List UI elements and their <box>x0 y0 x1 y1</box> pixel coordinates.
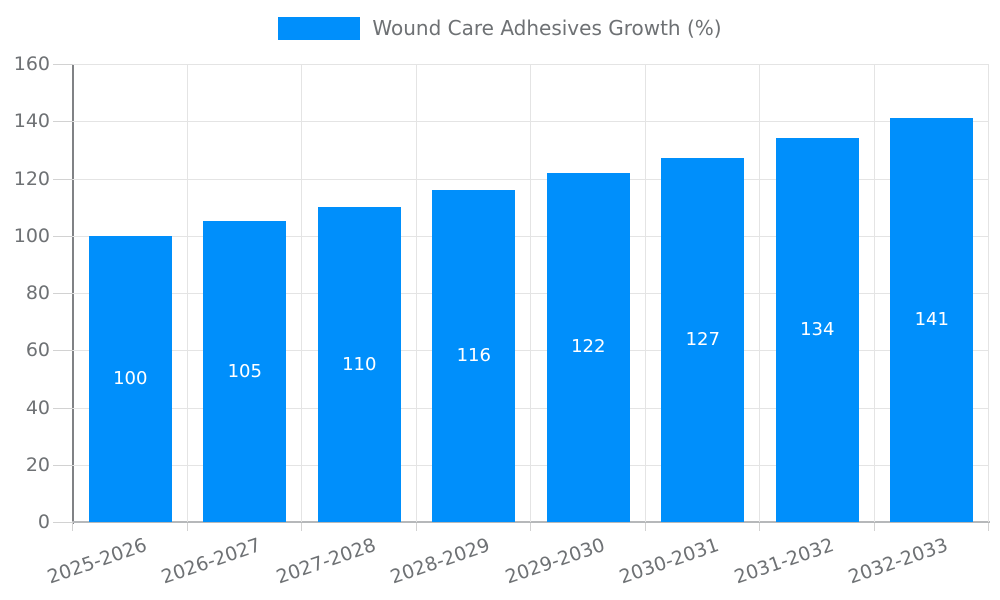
x-axis-tick <box>186 523 188 531</box>
x-axis-tick <box>759 523 760 531</box>
h-gridline <box>73 178 989 180</box>
bar-value-label: 105 <box>227 360 262 382</box>
v-gridline <box>759 64 760 522</box>
bar-value-label: 134 <box>800 319 835 341</box>
legend-item[interactable]: Wound Care Adhesives Growth (%) <box>0 17 1000 40</box>
y-axis-label: 60 <box>25 339 50 362</box>
v-gridline <box>415 64 417 522</box>
bar-value-label: 100 <box>113 367 148 389</box>
x-axis-label: 2032-2033 <box>845 534 951 589</box>
bar-value-label: 127 <box>685 329 720 351</box>
y-axis-tick <box>53 407 73 409</box>
y-axis-tick <box>53 293 73 294</box>
y-axis-line <box>72 64 74 524</box>
legend-label: Wound Care Adhesives Growth (%) <box>372 16 722 40</box>
h-gridline <box>73 64 989 65</box>
v-gridline <box>873 64 875 522</box>
y-axis-label: 20 <box>25 453 50 476</box>
bar-value-label: 141 <box>914 309 949 331</box>
y-axis-label: 160 <box>13 53 50 75</box>
plot-area: 100 105 110 116 122 127 134 141 <box>73 64 989 522</box>
x-axis-label: 2028-2029 <box>387 534 493 589</box>
bar-2025-2026[interactable] <box>88 235 172 522</box>
y-axis-tick <box>53 64 73 65</box>
y-axis-label: 0 <box>37 511 50 533</box>
bar-value-label: 110 <box>342 353 377 375</box>
x-axis-line <box>72 521 990 523</box>
bar-2031-2032[interactable] <box>775 138 859 522</box>
y-axis-tick <box>53 350 73 352</box>
v-gridline <box>988 64 989 522</box>
bar-value-label: 122 <box>571 336 606 358</box>
y-axis-tick <box>53 464 73 466</box>
x-axis-label: 2030-2031 <box>616 534 722 589</box>
x-axis-label: 2029-2030 <box>502 534 608 589</box>
v-gridline <box>186 64 188 522</box>
x-axis-tick <box>530 523 531 531</box>
bar-2028-2029[interactable] <box>432 189 516 522</box>
x-axis-label: 2025-2026 <box>44 534 150 589</box>
h-gridline <box>73 464 989 466</box>
x-axis-tick <box>415 523 417 531</box>
bar-2027-2028[interactable] <box>317 207 401 522</box>
x-axis-tick <box>72 523 73 531</box>
y-axis-label: 40 <box>25 396 50 419</box>
bar-2026-2027[interactable] <box>203 221 287 522</box>
y-axis-tick <box>53 178 73 180</box>
h-gridline <box>73 293 989 294</box>
legend-swatch <box>278 17 361 40</box>
x-axis-tick <box>644 523 646 531</box>
x-axis-tick <box>873 523 875 531</box>
bar-value-label: 116 <box>456 344 491 366</box>
x-axis-tick <box>301 523 302 531</box>
bar-2032-2033[interactable] <box>890 118 974 522</box>
v-gridline <box>644 64 646 522</box>
y-axis-label: 100 <box>13 224 50 247</box>
x-axis-label: 2027-2028 <box>273 534 379 589</box>
h-gridline <box>73 350 989 352</box>
y-axis-tick <box>53 121 73 123</box>
x-axis-label: 2026-2027 <box>158 534 264 589</box>
x-axis-tick <box>988 523 989 531</box>
y-axis-label: 140 <box>13 110 50 133</box>
v-gridline <box>530 64 531 522</box>
y-axis-label: 80 <box>25 282 50 304</box>
h-gridline <box>73 121 989 123</box>
h-gridline <box>73 235 989 237</box>
x-axis-label: 2031-2032 <box>731 534 837 589</box>
bar-2029-2030[interactable] <box>546 172 630 522</box>
bar-2030-2031[interactable] <box>661 158 745 522</box>
y-axis-label: 120 <box>13 167 50 190</box>
y-axis-tick <box>53 235 73 237</box>
h-gridline <box>73 407 989 409</box>
v-gridline <box>301 64 302 522</box>
y-axis-tick <box>53 522 73 523</box>
